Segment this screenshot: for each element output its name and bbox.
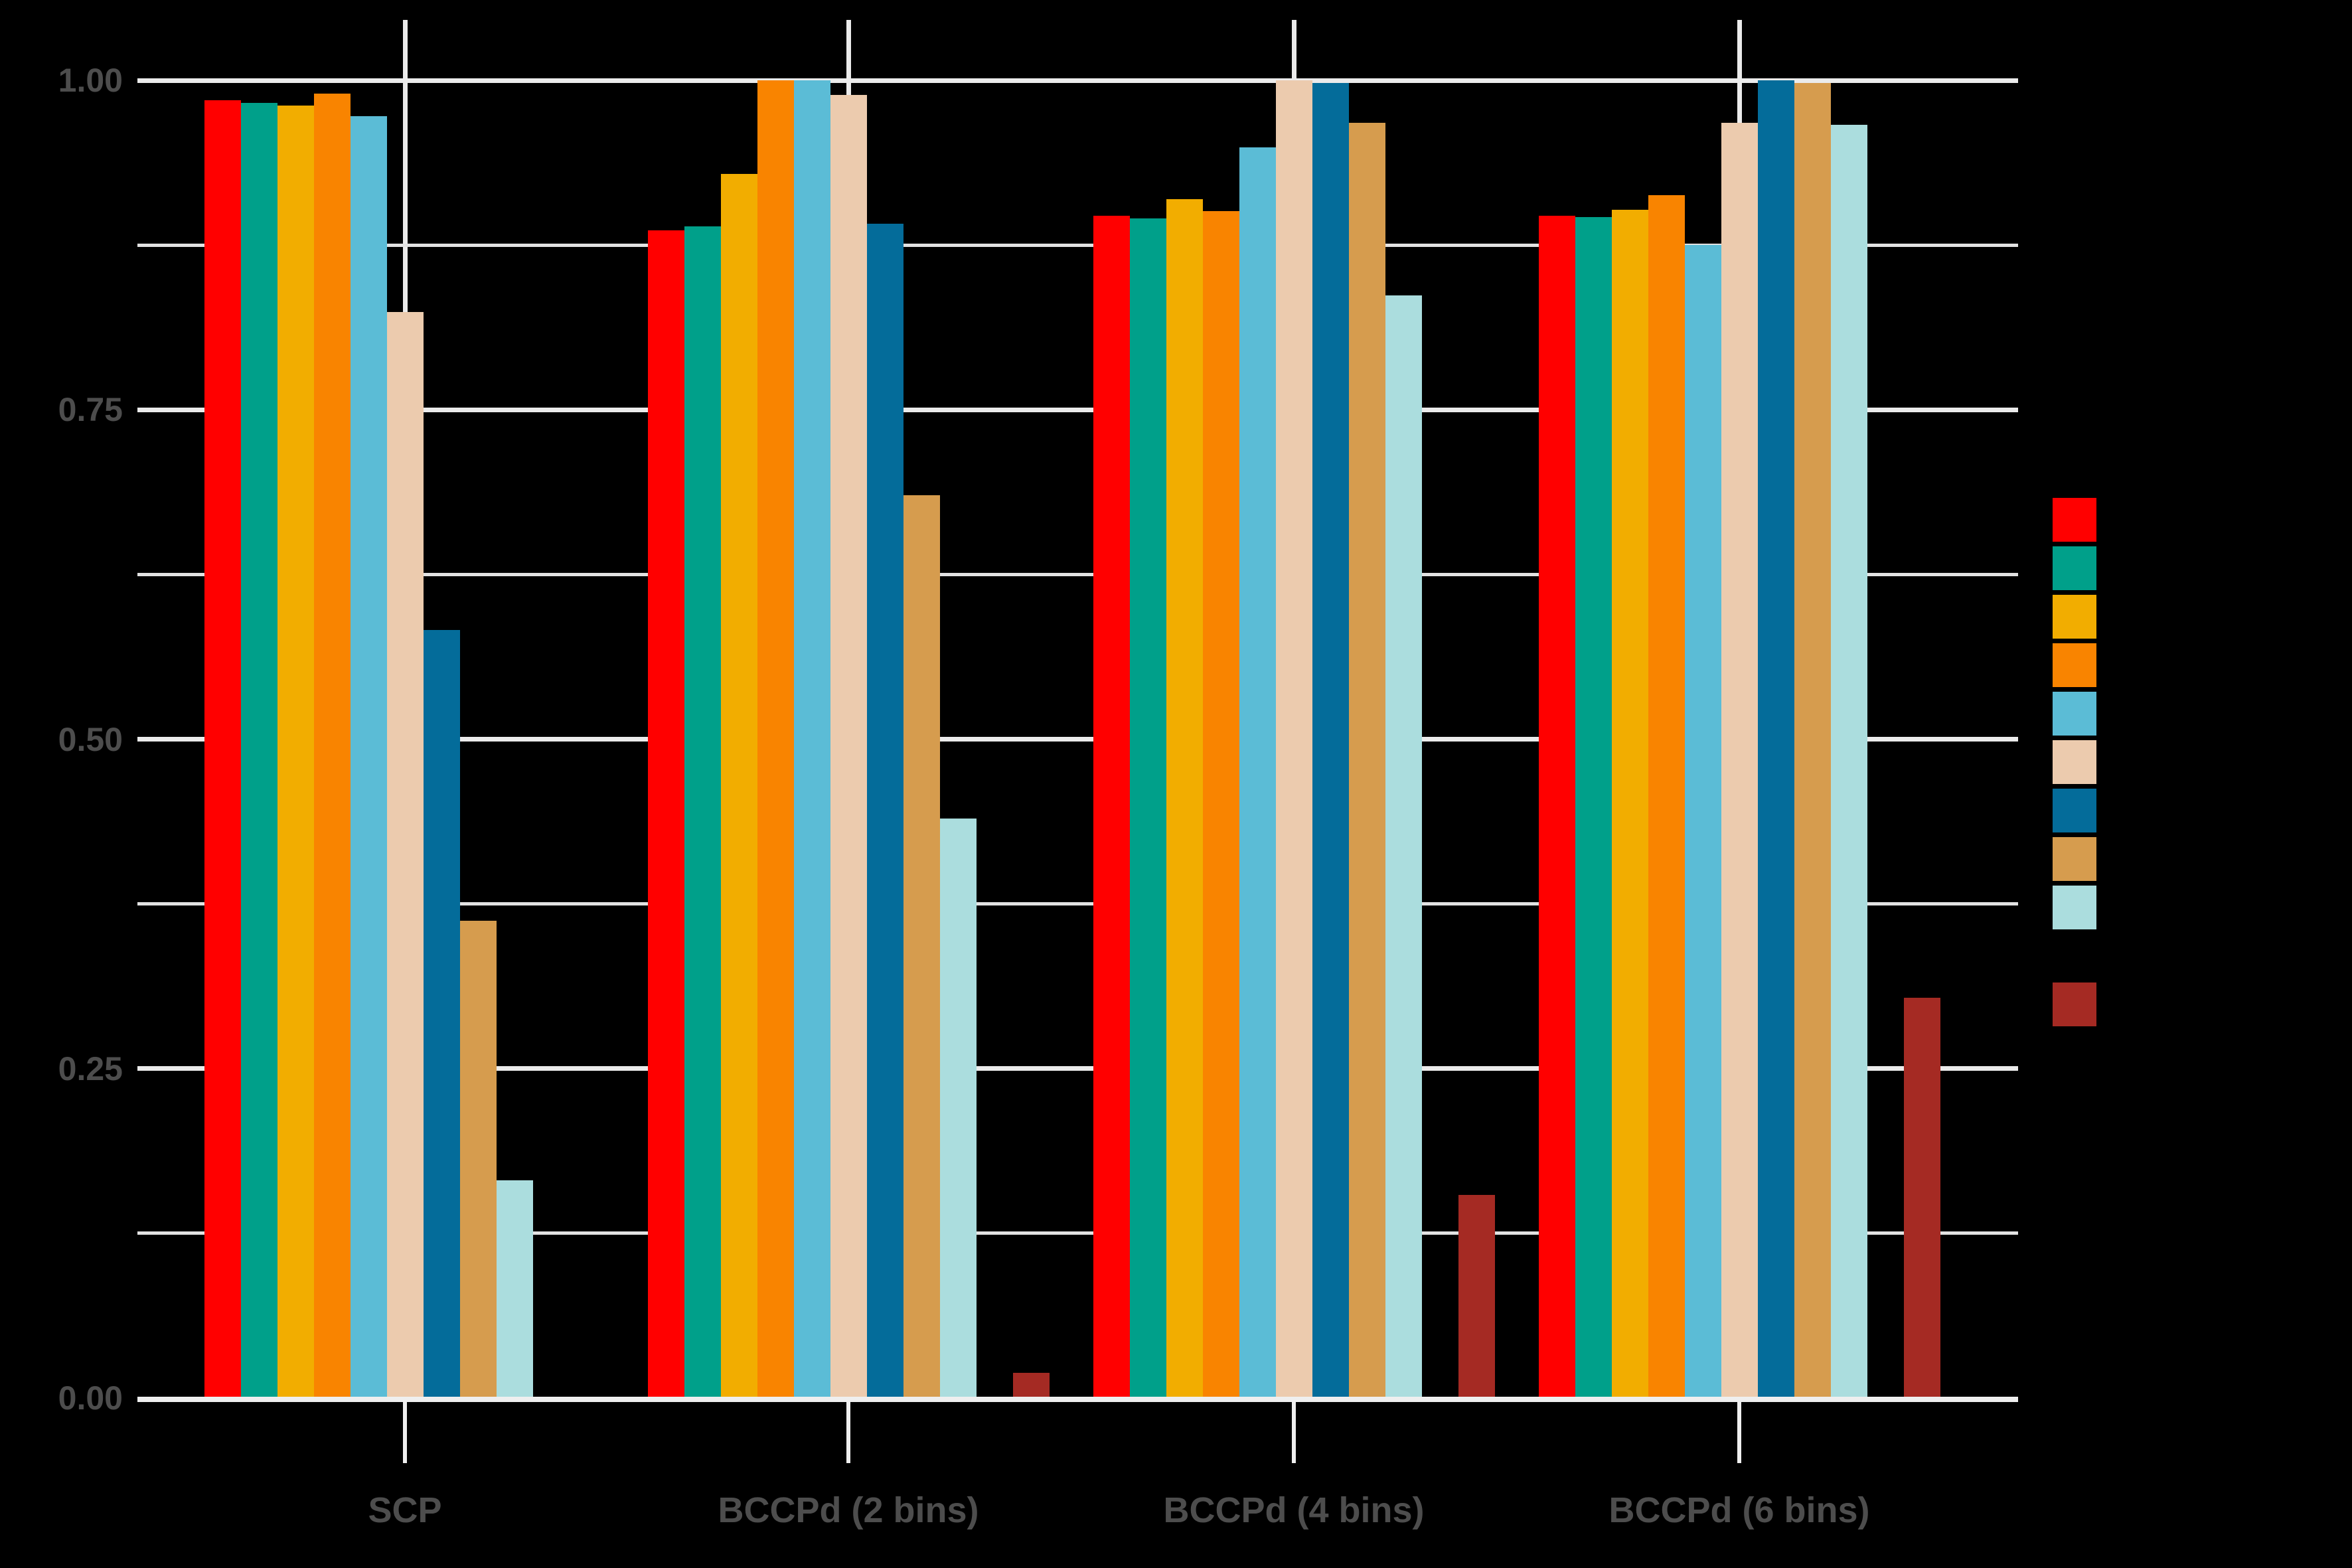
legend-swatch-5 (2053, 740, 2096, 784)
x-axis-line (137, 1397, 2018, 1402)
bar-tan (459, 921, 497, 1398)
legend-swatch-6 (2053, 789, 2096, 832)
x-axis-tick-label: BCCPd (4 bins) (1163, 1490, 1425, 1530)
bar-darkblue (1312, 83, 1349, 1398)
bar-orange (313, 94, 351, 1398)
bar-tan (1794, 83, 1831, 1398)
bar-orange (1202, 211, 1239, 1398)
legend-swatch-1 (2053, 546, 2096, 590)
bar-darkblue (866, 224, 903, 1398)
legend-swatch-8 (2053, 886, 2096, 929)
bar-lightblue (1239, 147, 1276, 1398)
x-axis-tick (846, 1402, 850, 1463)
legend-swatch-7 (2053, 837, 2096, 881)
bar-amber (277, 106, 314, 1398)
minor-gridline (137, 572, 2018, 576)
y-axis-tick-label: 0.25 (58, 1050, 123, 1087)
legend-swatch-9 (2053, 934, 2096, 978)
bar-red (647, 230, 684, 1398)
bar-amber (720, 174, 757, 1398)
x-axis-tick-label: BCCPd (6 bins) (1608, 1490, 1870, 1530)
y-axis-tick-label: 0.00 (58, 1379, 123, 1417)
bar-teal (240, 103, 277, 1398)
x-axis-tick-label: BCCPd (2 bins) (718, 1490, 979, 1530)
x-axis-tick-label: SCP (368, 1490, 442, 1530)
bar-cream (386, 312, 424, 1398)
minor-gridline (137, 1231, 2018, 1235)
bar-red (1093, 216, 1130, 1398)
legend-swatch-2 (2053, 595, 2096, 639)
major-gridline (137, 737, 2018, 742)
legend-swatch-3 (2053, 643, 2096, 687)
y-axis-tick-label: 1.00 (58, 62, 123, 99)
bar-red (204, 100, 241, 1398)
bar-palecyan (496, 1180, 533, 1398)
bar-palecyan (1385, 295, 1422, 1398)
x-axis-tick (1737, 1402, 1741, 1463)
bar-orange (1648, 195, 1685, 1398)
bar-darkred (1458, 1195, 1495, 1398)
minor-gridline (137, 902, 2018, 906)
bar-red (1538, 216, 1575, 1398)
bar-palecyan (939, 819, 977, 1398)
x-axis-tick (403, 1402, 407, 1463)
bar-darkred (1903, 998, 1940, 1398)
bar-darkblue (1757, 80, 1794, 1398)
bar-cream (1721, 123, 1758, 1398)
major-gridline (137, 1066, 2018, 1071)
bar-lightblue (1684, 245, 1721, 1398)
bar-palecyan (1830, 125, 1867, 1398)
bar-teal (684, 226, 721, 1398)
legend-swatch-4 (2053, 692, 2096, 736)
minor-gridline (137, 243, 2018, 247)
y-axis-tick-label: 0.50 (58, 720, 123, 758)
bar-orange (757, 80, 794, 1398)
bar-darkblue (423, 630, 460, 1398)
bar-teal (1575, 217, 1612, 1398)
legend-swatch-10 (2053, 982, 2096, 1026)
bar-darkred (1012, 1373, 1050, 1398)
y-axis-tick-label: 0.75 (58, 391, 123, 429)
bar-lightblue (793, 80, 830, 1398)
bar-amber (1166, 199, 1203, 1398)
bar-tan (1348, 123, 1385, 1398)
bar-cream (830, 95, 867, 1398)
bar-tan (903, 495, 940, 1398)
major-gridline (137, 78, 2018, 83)
legend-swatch-0 (2053, 498, 2096, 542)
bar-lightblue (350, 116, 387, 1398)
bar-amber (1611, 210, 1648, 1398)
bar-cream (1275, 80, 1312, 1398)
x-axis-tick (1292, 1402, 1296, 1463)
bar-teal (1129, 218, 1166, 1398)
major-gridline (137, 407, 2018, 412)
